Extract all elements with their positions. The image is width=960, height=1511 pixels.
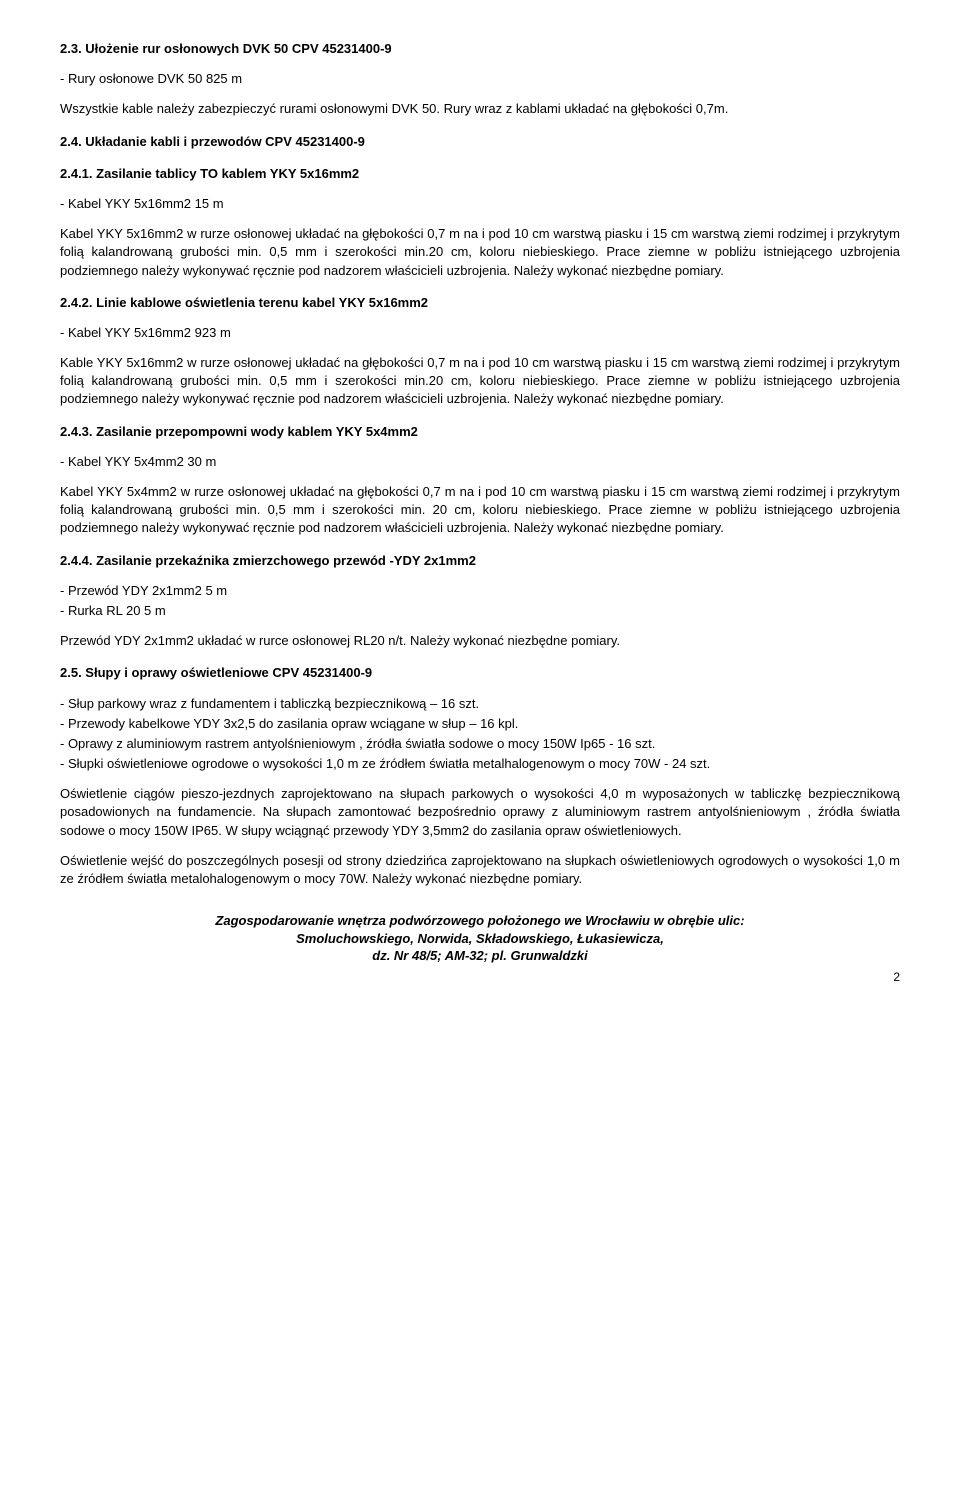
footer-line: Zagospodarowanie wnętrza podwórzowego po… — [60, 912, 900, 930]
heading-2-4-3: 2.4.3. Zasilanie przepompowni wody kable… — [60, 423, 900, 441]
paragraph: Kabel YKY 5x16mm2 w rurze osłonowej ukła… — [60, 225, 900, 280]
list-item: - Oprawy z aluminiowym rastrem antyolśni… — [60, 735, 900, 753]
paragraph: Kabel YKY 5x4mm2 w rurze osłonowej układ… — [60, 483, 900, 538]
list-item: - Przewody kabelkowe YDY 3x2,5 do zasila… — [60, 715, 900, 733]
heading-2-4-1: 2.4.1. Zasilanie tablicy TO kablem YKY 5… — [60, 165, 900, 183]
list-item: - Kabel YKY 5x16mm2 15 m — [60, 195, 900, 213]
heading-2-3: 2.3. Ułożenie rur osłonowych DVK 50 CPV … — [60, 40, 900, 58]
list-item: - Kabel YKY 5x16mm2 923 m — [60, 324, 900, 342]
list-item: - Rury osłonowe DVK 50 825 m — [60, 70, 900, 88]
footer-line: Smoluchowskiego, Norwida, Składowskiego,… — [60, 930, 900, 948]
heading-2-4-4: 2.4.4. Zasilanie przekaźnika zmierzchowe… — [60, 552, 900, 570]
page-number: 2 — [60, 969, 900, 986]
footer: Zagospodarowanie wnętrza podwórzowego po… — [60, 912, 900, 965]
paragraph: Oświetlenie ciągów pieszo-jezdnych zapro… — [60, 785, 900, 840]
heading-2-4: 2.4. Układanie kabli i przewodów CPV 452… — [60, 133, 900, 151]
list-item: - Kabel YKY 5x4mm2 30 m — [60, 453, 900, 471]
list-item: - Przewód YDY 2x1mm2 5 m — [60, 582, 900, 600]
list-item: - Słupki oświetleniowe ogrodowe o wysoko… — [60, 755, 900, 773]
list-item: - Słup parkowy wraz z fundamentem i tabl… — [60, 695, 900, 713]
heading-2-5: 2.5. Słupy i oprawy oświetleniowe CPV 45… — [60, 664, 900, 682]
list-item: - Rurka RL 20 5 m — [60, 602, 900, 620]
paragraph: Wszystkie kable należy zabezpieczyć rura… — [60, 100, 900, 118]
heading-2-4-2: 2.4.2. Linie kablowe oświetlenia terenu … — [60, 294, 900, 312]
paragraph: Przewód YDY 2x1mm2 układać w rurce osłon… — [60, 632, 900, 650]
paragraph: Oświetlenie wejść do poszczególnych pose… — [60, 852, 900, 888]
paragraph: Kable YKY 5x16mm2 w rurze osłonowej ukła… — [60, 354, 900, 409]
footer-line: dz. Nr 48/5; AM-32; pl. Grunwaldzki — [60, 947, 900, 965]
